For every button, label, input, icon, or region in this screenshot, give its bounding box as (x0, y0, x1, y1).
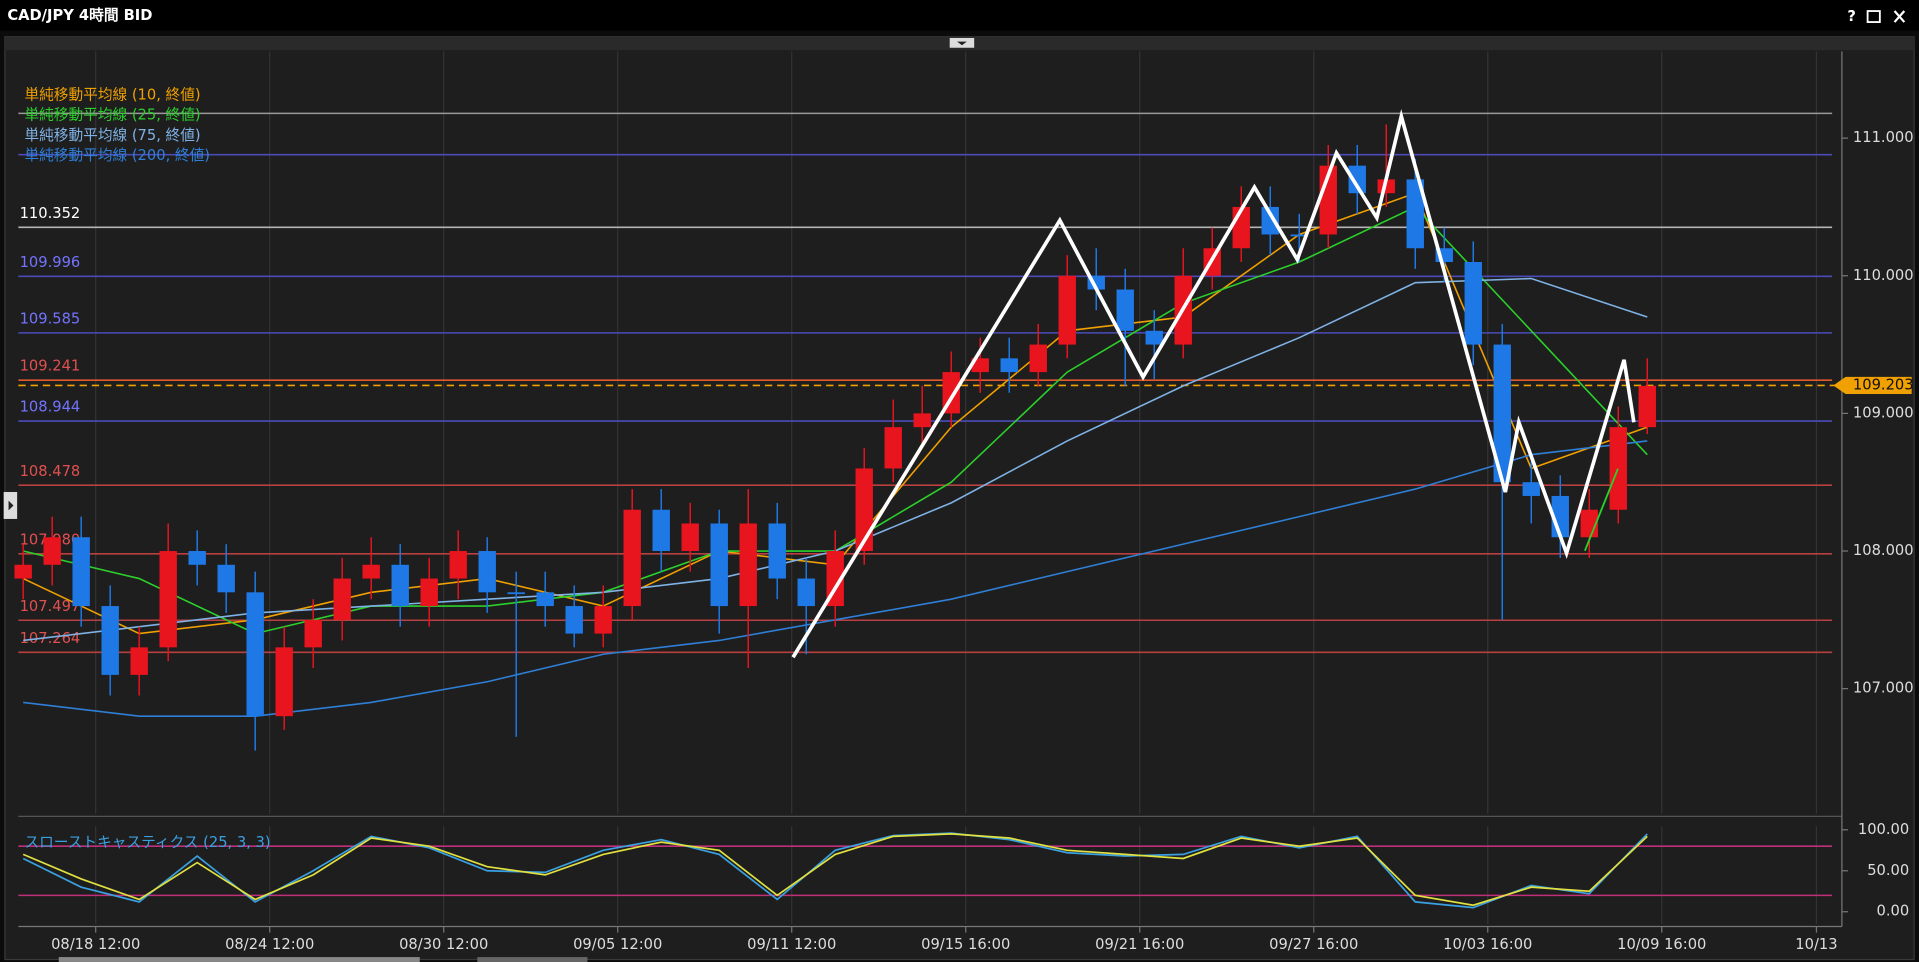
scrollbar[interactable] (58, 957, 420, 962)
candle-body (652, 509, 670, 552)
level-label: 107.497 (20, 598, 81, 615)
candle-body (507, 592, 525, 595)
candle-body (884, 427, 902, 469)
candle-body (536, 592, 554, 607)
candle-body (739, 523, 757, 607)
candle-body (710, 523, 728, 607)
y-tick-label: 109.000 (1853, 404, 1914, 421)
x-tick-label: 09/21 16:00 (1095, 936, 1184, 953)
candle-body (275, 647, 293, 717)
stoch-tick-label: 0.00 (1877, 903, 1910, 920)
x-tick-label: 09/05 12:00 (573, 936, 662, 953)
zigzag-annotation (791, 108, 1636, 659)
y-tick-label: 110.000 (1853, 267, 1914, 284)
level-label: 109.241 (20, 358, 81, 375)
x-tick-label: 08/30 12:00 (399, 936, 488, 953)
collapse-icon (957, 41, 967, 46)
candle-body (449, 551, 467, 579)
candle-body (797, 578, 815, 607)
scrollbar-2 (477, 957, 588, 962)
candle-body (478, 551, 496, 593)
level-label: 108.478 (20, 463, 81, 480)
candle-body (1522, 482, 1540, 496)
candle-body (188, 551, 206, 565)
candle-body (246, 592, 264, 717)
candle-body (43, 537, 61, 565)
candle-body (971, 358, 989, 373)
x-tick-label: 10/13 (1795, 936, 1837, 953)
candle-body (1029, 344, 1047, 373)
legend-entry: 単純移動平均線 (75, 終値) (24, 127, 200, 144)
candle-body (1348, 165, 1366, 194)
stoch-tick-label: 50.00 (1867, 862, 1909, 879)
level-label: 107.264 (20, 630, 81, 647)
candle-body (304, 619, 322, 648)
candle-body (72, 537, 90, 607)
candle-body (391, 564, 409, 607)
candle-body (1058, 275, 1076, 345)
candle-body (1000, 358, 1018, 373)
candle-body (913, 413, 931, 428)
stoch-line (22, 833, 1648, 907)
legend-entry: 単純移動平均線 (200, 終値) (24, 147, 210, 164)
candle-body (420, 578, 438, 607)
candle-body (594, 606, 612, 634)
candle-body (681, 523, 699, 552)
candle-body (565, 606, 583, 634)
y-tick-label: 108.000 (1853, 542, 1914, 559)
x-tick-label: 09/27 16:00 (1269, 936, 1358, 953)
candle-body (1493, 344, 1511, 483)
candle-body (14, 564, 32, 579)
stoch-tick-label: 100.00 (1858, 821, 1909, 838)
x-tick-label: 10/03 16:00 (1443, 936, 1532, 953)
y-tick-label: 111.000 (1853, 129, 1914, 146)
candle-body (1638, 385, 1656, 428)
level-label: 109.996 (20, 254, 81, 271)
candle-body (333, 578, 351, 620)
candle-body (1116, 289, 1134, 331)
maximize-button[interactable] (1866, 10, 1881, 23)
window-title: CAD/JPY 4時間 BID (7, 6, 152, 24)
candle-body (130, 647, 148, 675)
level-label: 109.585 (20, 310, 81, 327)
trend-annotation (1584, 468, 1619, 552)
x-tick-label: 09/11 12:00 (747, 936, 836, 953)
candle-body (623, 509, 641, 607)
candle-body (1290, 234, 1308, 237)
y-tick-label: 107.000 (1853, 680, 1914, 697)
level-label: 108.944 (20, 399, 81, 416)
candle-body (1145, 330, 1163, 345)
x-tick-label: 08/18 12:00 (51, 936, 140, 953)
last-price-tag (1833, 376, 1912, 395)
candle-body (768, 523, 786, 579)
level-label: 110.352 (20, 205, 81, 222)
candle-body (1464, 261, 1482, 345)
candle-body (159, 551, 177, 648)
last-price-label: 109.203 (1853, 376, 1914, 393)
legend-entry: 単純移動平均線 (10, 終値) (24, 86, 200, 103)
x-tick-label: 08/24 12:00 (225, 936, 314, 953)
candle-body (1609, 427, 1627, 510)
candle-body (217, 564, 235, 593)
candle-body (1406, 179, 1424, 249)
stoch-title: スローストキャスティクス (25, 3, 3) (24, 834, 270, 851)
candle-body (362, 564, 380, 579)
x-tick-label: 09/15 16:00 (921, 936, 1010, 953)
candle-body (1261, 206, 1279, 235)
x-tick-label: 10/09 16:00 (1617, 936, 1706, 953)
side-icon (8, 500, 14, 511)
candle-body (101, 606, 119, 675)
legend-entry: 単純移動平均線 (25, 終値) (24, 107, 200, 124)
close-button[interactable] (1893, 10, 1906, 23)
help-button[interactable]: ? (1847, 8, 1856, 25)
title-bar (0, 0, 1919, 31)
